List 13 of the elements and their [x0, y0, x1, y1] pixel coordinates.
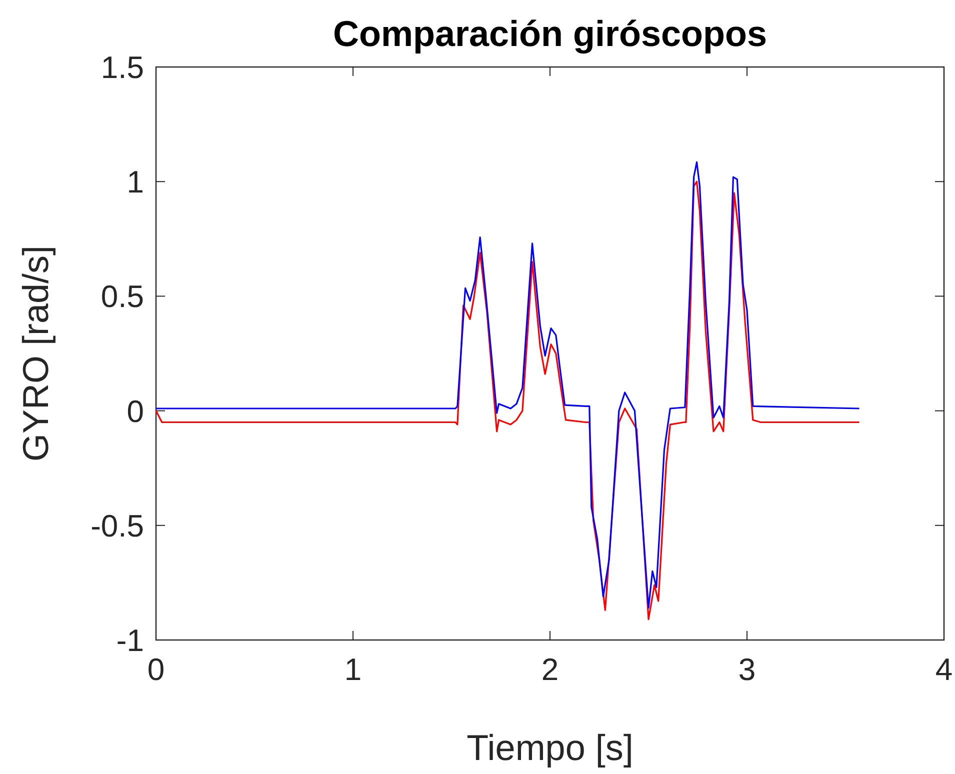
x-tick-label: 1: [344, 652, 362, 687]
y-axis-title: GYRO [rad/s]: [15, 245, 56, 462]
x-axis-title: Tiempo [s]: [466, 727, 634, 768]
y-tick-label: -0.5: [90, 508, 144, 544]
y-tick-label: 1: [126, 164, 144, 200]
chart-title: Comparación giróscopos: [332, 13, 768, 54]
y-tick-label: -1: [116, 623, 144, 658]
x-tick-label: 4: [935, 652, 953, 687]
y-tick-label: 0.5: [100, 279, 144, 314]
y-tick-label: 1.5: [100, 50, 144, 85]
x-tick-label: 3: [738, 652, 756, 687]
x-tick-label: 2: [541, 652, 559, 687]
y-tick-label: 0: [126, 394, 144, 429]
